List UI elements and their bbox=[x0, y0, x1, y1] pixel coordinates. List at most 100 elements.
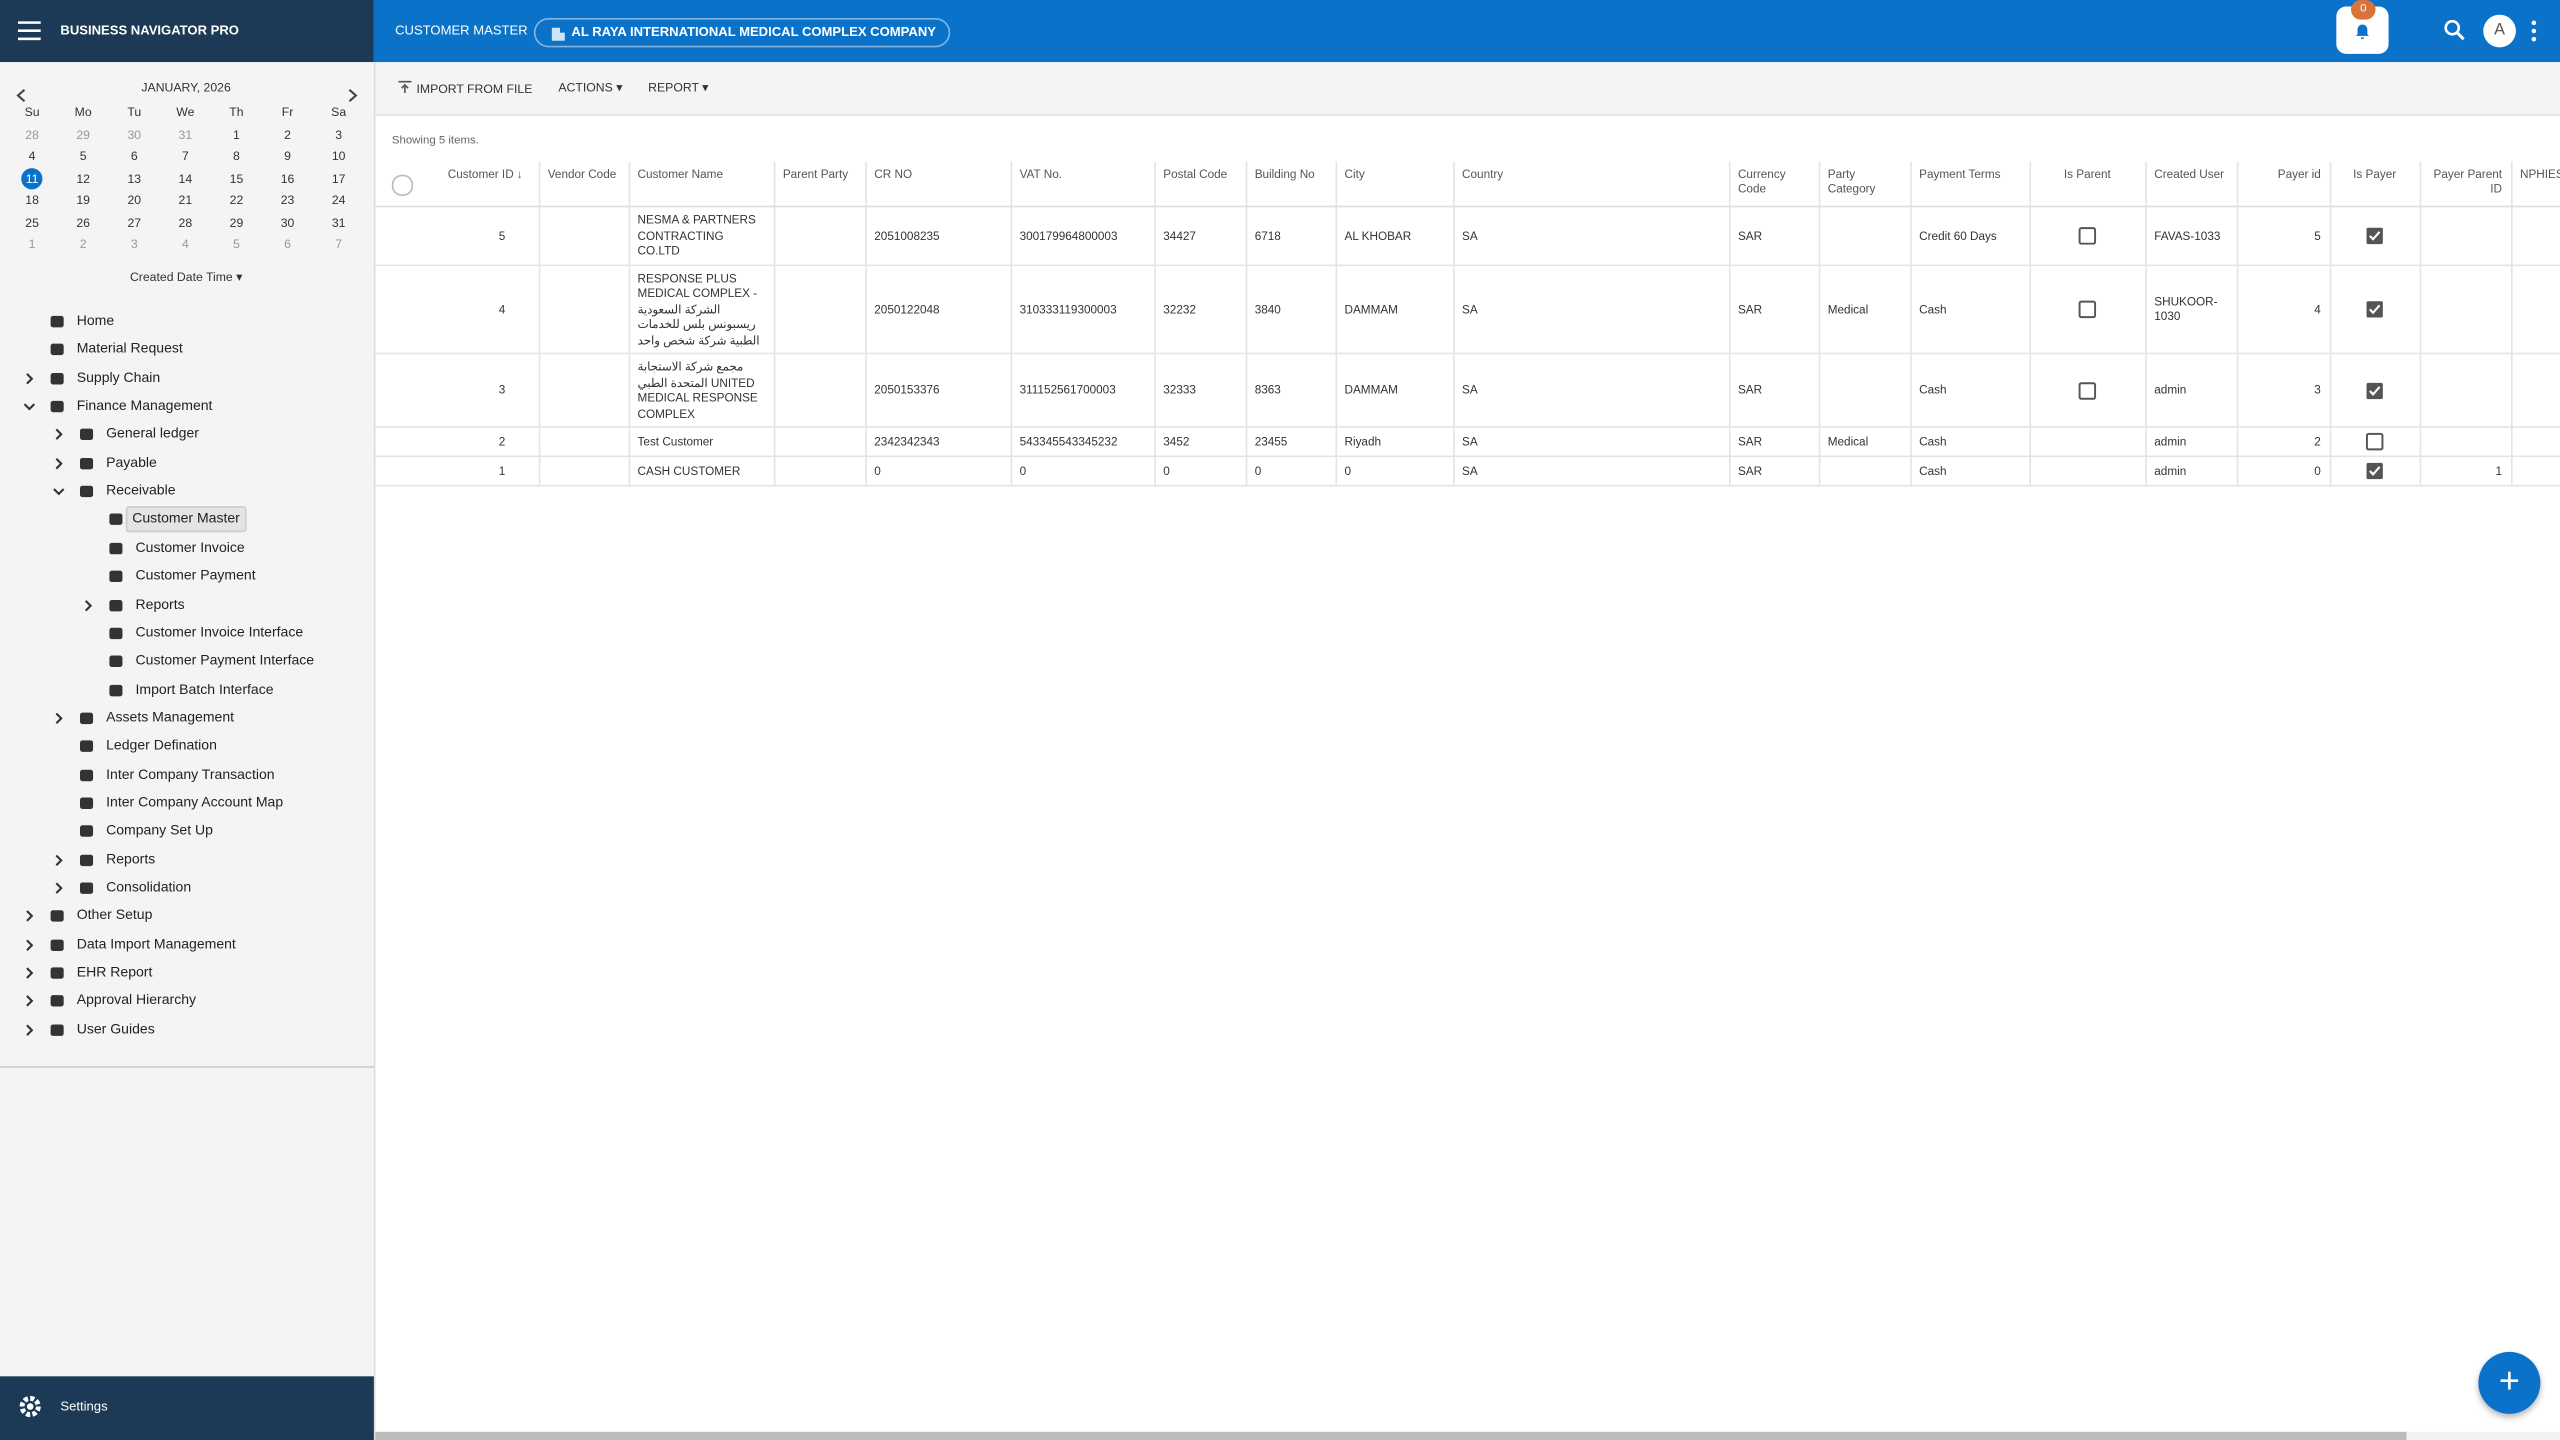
checkbox[interactable] bbox=[2078, 226, 2097, 245]
column-header[interactable]: Currency Code bbox=[1728, 161, 1820, 208]
calendar-day[interactable]: 15 bbox=[211, 167, 262, 189]
expand-arrow[interactable] bbox=[52, 457, 65, 470]
nav-item[interactable]: Material Request bbox=[0, 337, 374, 361]
calendar-day[interactable]: 16 bbox=[262, 167, 313, 189]
calendar-day[interactable]: 8 bbox=[211, 145, 262, 167]
calendar-day[interactable]: 25 bbox=[7, 211, 58, 233]
column-header[interactable]: Party Category bbox=[1818, 161, 1912, 208]
scrollbar[interactable] bbox=[375, 1431, 2407, 1440]
import-button[interactable]: IMPORT FROM FILE bbox=[397, 80, 532, 96]
nav-item[interactable]: Consolidation bbox=[0, 875, 374, 899]
calendar-day[interactable]: 9 bbox=[262, 145, 313, 167]
nav-item[interactable]: Customer Invoice bbox=[0, 535, 374, 559]
calendar-day[interactable]: 23 bbox=[262, 189, 313, 211]
table-row[interactable]: 3 مجمع شركة الاستجابة المتحدة الطبي UNITE… bbox=[375, 353, 2560, 428]
nav-item[interactable]: Approval Hierarchy bbox=[0, 988, 374, 1012]
expand-arrow[interactable] bbox=[82, 598, 95, 611]
expand-arrow[interactable] bbox=[52, 485, 65, 498]
column-header[interactable]: Parent Party bbox=[773, 161, 867, 208]
column-header[interactable]: City bbox=[1335, 161, 1454, 208]
checkbox[interactable] bbox=[2366, 300, 2384, 318]
column-header[interactable]: Postal Code bbox=[1154, 161, 1247, 208]
actions-button[interactable]: ACTIONS ▾ bbox=[558, 79, 623, 95]
select-all[interactable] bbox=[391, 174, 414, 196]
calendar-day[interactable]: 2 bbox=[262, 123, 313, 145]
calendar-day[interactable]: 2 bbox=[58, 233, 109, 255]
calendar-day[interactable]: 13 bbox=[109, 167, 160, 189]
calendar-day[interactable]: 6 bbox=[262, 233, 313, 255]
settings-bar[interactable]: Settings bbox=[0, 1376, 374, 1440]
calendar-day[interactable]: 26 bbox=[58, 211, 109, 233]
calendar-day[interactable]: 21 bbox=[160, 189, 211, 211]
checkbox[interactable] bbox=[2078, 381, 2097, 399]
column-header[interactable]: Building No bbox=[1245, 161, 1337, 208]
expand-arrow[interactable] bbox=[23, 1023, 36, 1036]
nav-item[interactable]: Finance Management bbox=[0, 394, 374, 418]
checkbox[interactable] bbox=[2366, 462, 2384, 480]
column-header[interactable]: Vendor Code bbox=[538, 161, 630, 208]
report-button[interactable]: REPORT ▾ bbox=[648, 79, 709, 95]
nav-item[interactable]: EHR Report bbox=[0, 960, 374, 984]
checkbox[interactable] bbox=[2078, 300, 2097, 318]
avatar[interactable]: A bbox=[2483, 14, 2516, 48]
next-month[interactable] bbox=[346, 88, 359, 103]
nav-item[interactable]: Assets Management bbox=[0, 705, 374, 729]
calendar-day[interactable]: 4 bbox=[7, 145, 58, 167]
add-button[interactable]: + bbox=[2478, 1351, 2541, 1414]
column-header[interactable]: Payer id bbox=[2236, 161, 2331, 208]
more-button[interactable] bbox=[2531, 20, 2538, 43]
calendar-day[interactable]: 5 bbox=[211, 233, 262, 255]
calendar-day[interactable]: 4 bbox=[160, 233, 211, 255]
expand-arrow[interactable] bbox=[23, 910, 36, 923]
calendar-day[interactable]: 31 bbox=[313, 211, 364, 233]
prev-month[interactable] bbox=[15, 88, 28, 103]
calendar-day[interactable]: 3 bbox=[109, 233, 160, 255]
expand-arrow[interactable] bbox=[23, 400, 36, 413]
nav-item[interactable]: Customer Payment Interface bbox=[0, 648, 374, 672]
nav-item[interactable]: Ledger Defination bbox=[0, 733, 374, 757]
nav-item[interactable]: Payable bbox=[0, 450, 374, 474]
table-row[interactable]: 1 CASH CUSTOMER 0 0 0 0 0 SA SAR Cash admin 0 1 bbox=[375, 456, 2560, 487]
nav-item[interactable]: Receivable bbox=[0, 479, 374, 503]
calendar-day[interactable]: 24 bbox=[313, 189, 364, 211]
calendar-day[interactable]: 6 bbox=[109, 145, 160, 167]
column-header[interactable]: Country bbox=[1453, 161, 1730, 208]
calendar-day[interactable]: 30 bbox=[109, 123, 160, 145]
table-row[interactable]: 2 Test Customer 2342342343 543345543345232 3… bbox=[375, 426, 2560, 458]
nav-item[interactable]: Import Batch Interface bbox=[0, 677, 374, 701]
column-header[interactable]: Customer Name bbox=[628, 161, 775, 208]
nav-item[interactable]: Customer Master bbox=[0, 506, 374, 533]
nav-item[interactable]: Company Set Up bbox=[0, 818, 374, 842]
checkbox[interactable] bbox=[2366, 381, 2384, 399]
expand-arrow[interactable] bbox=[23, 372, 36, 385]
expand-arrow[interactable] bbox=[52, 853, 65, 866]
calendar-day[interactable]: 19 bbox=[58, 189, 109, 211]
calendar-day[interactable]: 1 bbox=[7, 233, 58, 255]
calendar-day[interactable]: 29 bbox=[58, 123, 109, 145]
menu-button[interactable] bbox=[17, 21, 41, 41]
calendar-day[interactable]: 14 bbox=[160, 167, 211, 189]
nav-item[interactable]: Other Setup bbox=[0, 903, 374, 927]
calendar-day[interactable]: 5 bbox=[58, 145, 109, 167]
calendar-day[interactable]: 11 bbox=[7, 167, 58, 189]
nav-item[interactable]: Home bbox=[0, 309, 374, 333]
expand-arrow[interactable] bbox=[23, 938, 36, 951]
expand-arrow[interactable] bbox=[52, 428, 65, 441]
nav-item[interactable]: Data Import Management bbox=[0, 932, 374, 956]
calendar-day[interactable]: 7 bbox=[160, 145, 211, 167]
column-header[interactable]: Customer ID ↓ bbox=[375, 161, 540, 208]
calendar-day[interactable]: 18 bbox=[7, 189, 58, 211]
nav-item[interactable]: Customer Invoice Interface bbox=[0, 620, 374, 644]
date-filter[interactable]: Created Date Time ▾ bbox=[129, 269, 243, 285]
nav-item[interactable]: Inter Company Account Map bbox=[0, 790, 374, 814]
column-header[interactable]: CR NO bbox=[865, 161, 1012, 208]
checkbox[interactable] bbox=[2366, 227, 2384, 245]
nav-item[interactable]: User Guides bbox=[0, 1017, 374, 1041]
nav-item[interactable]: Reports bbox=[0, 847, 374, 871]
table-row[interactable]: 4 RESPONSE PLUS MEDICAL COMPLEX - الشركة … bbox=[375, 264, 2560, 355]
calendar-day[interactable]: 10 bbox=[313, 145, 364, 167]
expand-arrow[interactable] bbox=[52, 712, 65, 725]
calendar-day[interactable]: 3 bbox=[313, 123, 364, 145]
column-header[interactable]: Is Payer bbox=[2329, 161, 2421, 208]
calendar-day[interactable]: 7 bbox=[313, 233, 364, 255]
